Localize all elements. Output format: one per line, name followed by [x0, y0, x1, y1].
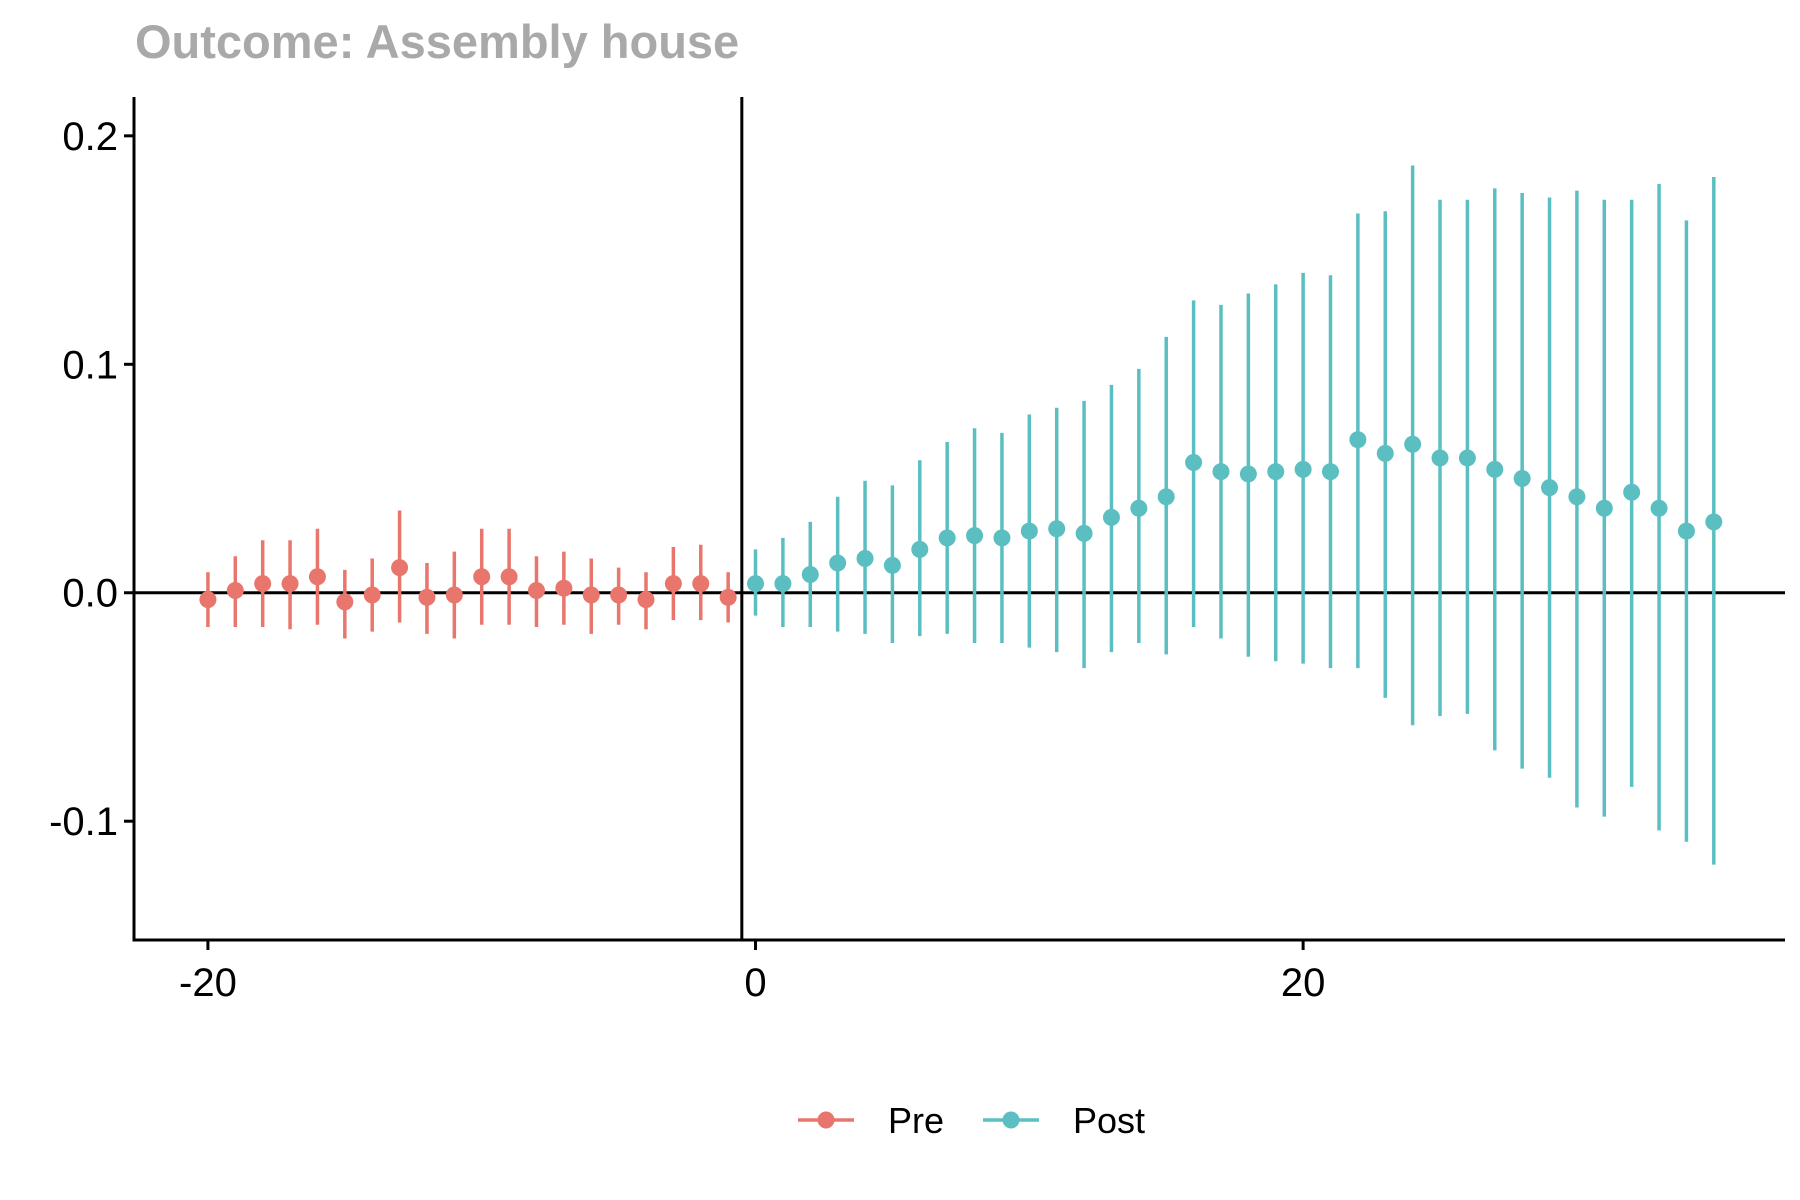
legend-item-post: Post — [983, 1100, 1145, 1141]
data-point — [555, 579, 573, 597]
data-point — [500, 568, 518, 586]
data-point — [966, 527, 984, 545]
data-point — [637, 591, 655, 609]
data-point — [473, 568, 491, 586]
data-point — [1541, 479, 1559, 497]
legend-key-marker — [817, 1111, 835, 1129]
x-tick-label: -20 — [179, 961, 237, 1005]
data-point — [610, 586, 628, 604]
data-series — [199, 165, 1723, 865]
chart-title: Outcome: Assembly house — [135, 15, 740, 68]
data-point — [1677, 522, 1695, 540]
data-point — [1239, 465, 1257, 483]
y-axis-ticks: -0.1 0.0 0.1 0.2 — [49, 115, 134, 844]
data-point — [1623, 483, 1641, 501]
data-point — [1075, 524, 1093, 542]
data-point — [774, 575, 792, 593]
data-point — [1102, 508, 1120, 526]
data-point — [1130, 499, 1148, 517]
data-point — [1157, 488, 1175, 506]
legend-label: Pre — [888, 1100, 944, 1141]
data-point — [1185, 454, 1203, 472]
data-point — [883, 556, 901, 574]
data-point — [829, 554, 847, 572]
data-point — [1267, 463, 1285, 481]
data-point — [856, 549, 874, 567]
y-tick-label: 0.1 — [62, 343, 118, 387]
data-point — [582, 586, 600, 604]
series-pre — [199, 510, 737, 639]
data-point — [1376, 444, 1394, 462]
data-point — [418, 588, 436, 606]
data-point — [911, 540, 929, 558]
data-point — [747, 575, 765, 593]
data-point — [281, 575, 299, 593]
data-point — [993, 529, 1011, 547]
x-tick-label: 0 — [744, 961, 766, 1005]
data-point — [1650, 499, 1668, 517]
x-axis-ticks: -20 0 20 — [179, 940, 1325, 1005]
legend: Pre Post — [798, 1100, 1145, 1141]
data-point — [664, 575, 682, 593]
data-point — [1294, 460, 1312, 478]
data-point — [1458, 449, 1476, 467]
data-point — [254, 575, 272, 593]
data-point — [1212, 463, 1230, 481]
data-point — [527, 581, 545, 599]
legend-item-pre: Pre — [798, 1100, 944, 1141]
data-point — [1705, 513, 1723, 531]
data-point — [391, 559, 409, 577]
reference-lines — [134, 97, 1785, 940]
data-point — [1404, 435, 1422, 453]
data-point — [1048, 520, 1066, 538]
data-point — [801, 565, 819, 583]
data-point — [1513, 470, 1531, 488]
data-point — [199, 591, 217, 609]
data-point — [445, 586, 463, 604]
y-tick-label: 0.0 — [62, 572, 118, 616]
data-point — [308, 568, 326, 586]
x-tick-label: 20 — [1281, 961, 1326, 1005]
data-point — [363, 586, 381, 604]
series-post — [747, 165, 1723, 865]
data-point — [1321, 463, 1339, 481]
data-point — [1568, 488, 1586, 506]
data-point — [692, 575, 710, 593]
data-point — [719, 588, 737, 606]
y-tick-label: 0.2 — [62, 115, 118, 159]
axes — [132, 97, 1785, 942]
data-point — [226, 581, 244, 599]
y-tick-label: -0.1 — [49, 800, 118, 844]
legend-label: Post — [1073, 1100, 1145, 1141]
data-point — [1486, 460, 1504, 478]
data-point — [938, 529, 956, 547]
data-point — [1431, 449, 1449, 467]
data-point — [1349, 431, 1367, 449]
legend-key-marker — [1002, 1111, 1020, 1129]
data-point — [1595, 499, 1613, 517]
data-point — [1020, 522, 1038, 540]
data-point — [336, 593, 354, 611]
